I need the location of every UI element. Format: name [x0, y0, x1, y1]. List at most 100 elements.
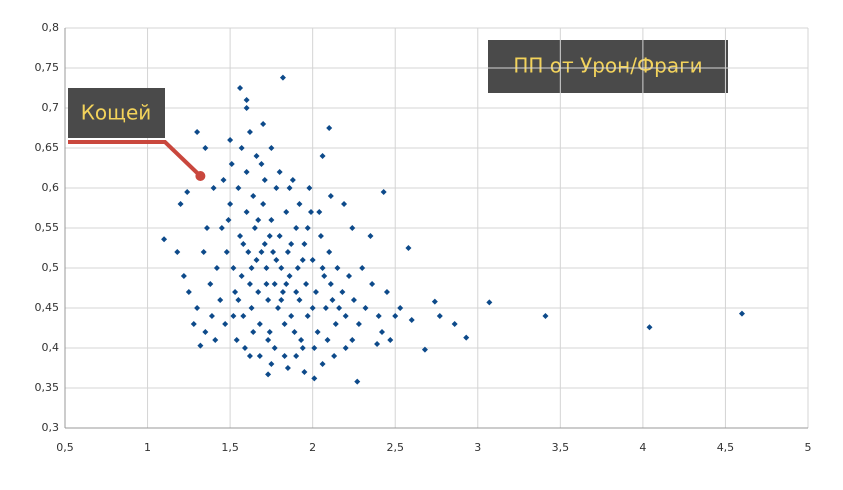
point	[293, 353, 300, 359]
x-tick-label: 1,5	[221, 441, 239, 454]
point	[260, 121, 267, 127]
point	[230, 313, 237, 319]
point	[332, 321, 339, 327]
point	[289, 177, 296, 183]
point	[306, 185, 313, 191]
point	[202, 145, 209, 151]
point	[380, 189, 387, 195]
point	[238, 273, 245, 279]
point	[270, 249, 277, 255]
point	[250, 193, 257, 199]
point	[258, 249, 265, 255]
point	[180, 273, 187, 279]
point	[311, 375, 318, 382]
point	[227, 137, 234, 143]
point	[263, 281, 270, 287]
point	[349, 337, 356, 343]
point	[303, 281, 310, 287]
point	[222, 321, 229, 327]
point	[369, 281, 376, 287]
point	[235, 185, 242, 191]
point	[322, 305, 329, 311]
point	[316, 209, 323, 215]
point	[293, 225, 300, 231]
x-tick-label: 3,5	[552, 441, 570, 454]
x-tick-label: 3	[474, 441, 481, 454]
point	[276, 169, 283, 175]
point	[309, 305, 316, 311]
point	[268, 361, 275, 367]
x-tick-label: 5	[805, 441, 812, 454]
point	[228, 161, 235, 167]
point	[349, 225, 356, 231]
point	[326, 249, 333, 255]
point	[317, 233, 324, 239]
point	[202, 329, 209, 335]
point	[194, 129, 201, 135]
point	[227, 201, 234, 207]
point	[210, 185, 217, 191]
point	[296, 201, 303, 207]
point	[271, 281, 278, 287]
point	[217, 297, 224, 303]
point	[197, 342, 204, 349]
point	[266, 329, 273, 335]
y-tick-label: 0,45	[35, 301, 60, 314]
point	[359, 265, 366, 271]
point	[237, 233, 244, 239]
point	[304, 225, 311, 231]
point	[288, 313, 295, 319]
point	[284, 365, 291, 371]
x-tick-label: 2,5	[386, 441, 404, 454]
point	[256, 353, 263, 359]
point	[314, 329, 321, 335]
point	[311, 345, 318, 351]
point	[184, 189, 191, 195]
point	[286, 185, 293, 191]
point	[246, 353, 253, 359]
point	[246, 129, 253, 135]
point	[212, 337, 219, 343]
point	[397, 305, 404, 311]
point	[329, 297, 336, 303]
point	[319, 153, 326, 159]
point	[334, 265, 341, 271]
point	[260, 201, 267, 207]
point	[405, 245, 412, 251]
point	[232, 289, 239, 295]
point	[223, 249, 230, 255]
point	[350, 297, 357, 303]
point	[436, 313, 443, 319]
point	[308, 209, 315, 215]
point	[207, 281, 214, 287]
point	[261, 241, 268, 247]
point	[312, 289, 319, 295]
y-tick-label: 0,35	[35, 381, 60, 394]
point	[383, 289, 390, 295]
point	[451, 321, 458, 327]
point	[213, 265, 220, 271]
point	[288, 241, 295, 247]
point	[266, 233, 273, 239]
point	[327, 193, 334, 199]
point	[161, 236, 168, 243]
annotation-line	[68, 140, 202, 178]
annotation-dot	[195, 171, 206, 181]
point	[278, 265, 285, 271]
point	[304, 313, 311, 319]
point	[342, 345, 349, 351]
x-tick-label: 2	[309, 441, 316, 454]
point	[251, 225, 258, 231]
point	[281, 321, 288, 327]
point	[250, 329, 257, 335]
x-tick-label: 4	[639, 441, 646, 454]
annotation-label: Кощей	[81, 101, 152, 125]
point	[265, 337, 272, 343]
y-tick-label: 0,5	[42, 261, 60, 274]
point	[431, 298, 438, 305]
point	[345, 273, 352, 279]
point	[194, 305, 201, 311]
point	[299, 257, 306, 263]
point	[248, 265, 255, 271]
